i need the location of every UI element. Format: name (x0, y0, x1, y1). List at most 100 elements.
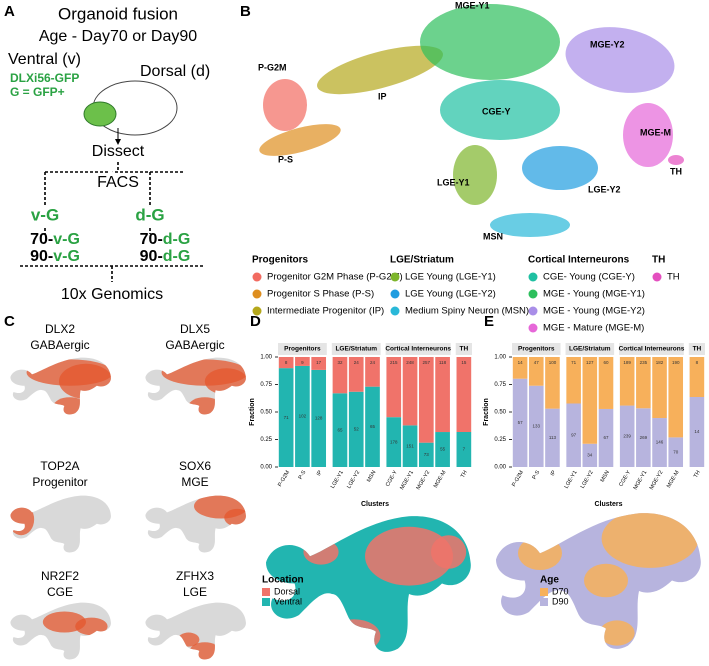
gfp: G = GFP+ (10, 85, 65, 99)
bar-segment (545, 357, 560, 409)
feature-umap (145, 602, 246, 660)
bar-label: 47 (534, 360, 540, 365)
facet-strip (278, 343, 327, 355)
bar-segment (365, 357, 380, 387)
bar-label: 60 (603, 360, 609, 365)
bar-segment (512, 378, 528, 467)
x-tick-label: MSN (600, 470, 611, 484)
expression (42, 611, 108, 636)
sample: 90-v-G (30, 248, 80, 265)
x-tick-label: TH (693, 470, 702, 479)
bar-segment (582, 357, 598, 444)
bar-label: 65 (337, 427, 343, 432)
bar-label: 14 (518, 360, 524, 365)
cluster-label: LGE-Y1 (437, 177, 470, 187)
bar-segment (619, 357, 635, 406)
x-tick-label: LGE-Y2 (346, 470, 361, 490)
sample: 90-d-G (140, 248, 191, 265)
cluster (565, 27, 675, 93)
overlay-area (303, 539, 339, 565)
bar-segment (456, 432, 472, 467)
facet-label: TH (693, 346, 702, 353)
bar-segment (311, 369, 327, 467)
bar-segment (512, 357, 528, 379)
bar-segment (528, 385, 544, 467)
bar-label: 55 (440, 447, 446, 452)
facs: FACS (97, 174, 139, 191)
x-tick-label: MGE-Y1 (633, 470, 649, 491)
y-tick-label: 0.50 (494, 410, 506, 416)
y-tick-label: 0.00 (260, 465, 272, 471)
overlay-area (431, 535, 467, 569)
bar-label: 71 (571, 360, 577, 365)
x-tick-label: P-S (531, 469, 541, 480)
overlay-area (599, 620, 635, 646)
bar-label: 17 (316, 360, 322, 365)
umap-shape (145, 602, 246, 660)
expression-area (10, 503, 35, 536)
legend-label: MGE - Mature (MGE-M) (543, 323, 644, 334)
bar-segment (668, 357, 684, 438)
bar-label: 215 (390, 360, 398, 365)
legend-title: Cortical Interneurons (528, 255, 630, 266)
gene: ZFHX3 (176, 569, 214, 583)
panel-a: Organoid fusion Age - Day70 or Day90 Ven… (8, 4, 210, 303)
bar-segment (278, 357, 294, 369)
bar-label: 15 (461, 360, 467, 365)
bar-segment (652, 418, 667, 467)
bar-label: 97 (571, 432, 577, 437)
legend-key (540, 588, 548, 596)
gene-label: Progenitor (32, 475, 87, 489)
cluster-label: P-S (278, 154, 293, 164)
expression-area (224, 508, 246, 527)
bar-label: 52 (354, 427, 360, 432)
bar-segment (566, 403, 581, 467)
bar-label: 269 (640, 435, 648, 440)
bar-segment (402, 425, 418, 467)
bar-label: 189 (623, 360, 631, 365)
title: Organoid fusion (58, 4, 178, 23)
bar-segment (348, 357, 364, 392)
cluster (317, 45, 443, 95)
legend-label: Dorsal (274, 586, 300, 596)
bar-label: 71 (284, 415, 290, 420)
bar-segment (598, 357, 614, 409)
x-tick-label: MGE-Y2 (416, 470, 432, 491)
bar-segment (582, 443, 598, 467)
x-tick-label: MGE-M (433, 469, 448, 489)
gene-label: CGE (47, 585, 73, 599)
x-tick-label: MGE-Y2 (649, 470, 665, 491)
y-tick-label: 0.75 (260, 382, 272, 388)
legend-title: Location (262, 575, 304, 586)
legend-label: Intermediate Progenitor (IP) (267, 306, 384, 317)
bar-segment (636, 357, 651, 409)
bar-segment (689, 397, 705, 467)
bar-label: 190 (672, 360, 680, 365)
bar-label: 133 (533, 424, 541, 429)
fraction: d-G (135, 205, 164, 224)
gene-label: GABAergic (30, 338, 89, 352)
sample: 70-d-G (140, 231, 191, 248)
x-tick-label: LGE-Y1 (564, 470, 579, 490)
facet-strip (331, 343, 381, 355)
bar-segment (278, 368, 294, 467)
bar-label: 70 (673, 449, 679, 454)
flow-lines (20, 162, 205, 282)
legend-key (262, 598, 270, 606)
facet-strip (619, 343, 684, 355)
bar-label: 182 (656, 360, 664, 365)
bar-segment (668, 437, 684, 467)
panel-label: E (484, 313, 494, 330)
y-tick-label: 0.00 (494, 465, 506, 471)
gene: NR2F2 (41, 569, 79, 583)
bar-label: 34 (587, 453, 593, 458)
bar-segment (435, 357, 450, 433)
x-tick-label: MSN (366, 470, 377, 484)
x-axis-title: Clusters (594, 501, 622, 508)
legend-title: Progenitors (252, 255, 309, 266)
facet-strip (512, 343, 561, 355)
x-axis-title: Clusters (361, 501, 389, 508)
legend-key (252, 289, 262, 299)
legend-title: LGE/Striatum (390, 255, 454, 266)
